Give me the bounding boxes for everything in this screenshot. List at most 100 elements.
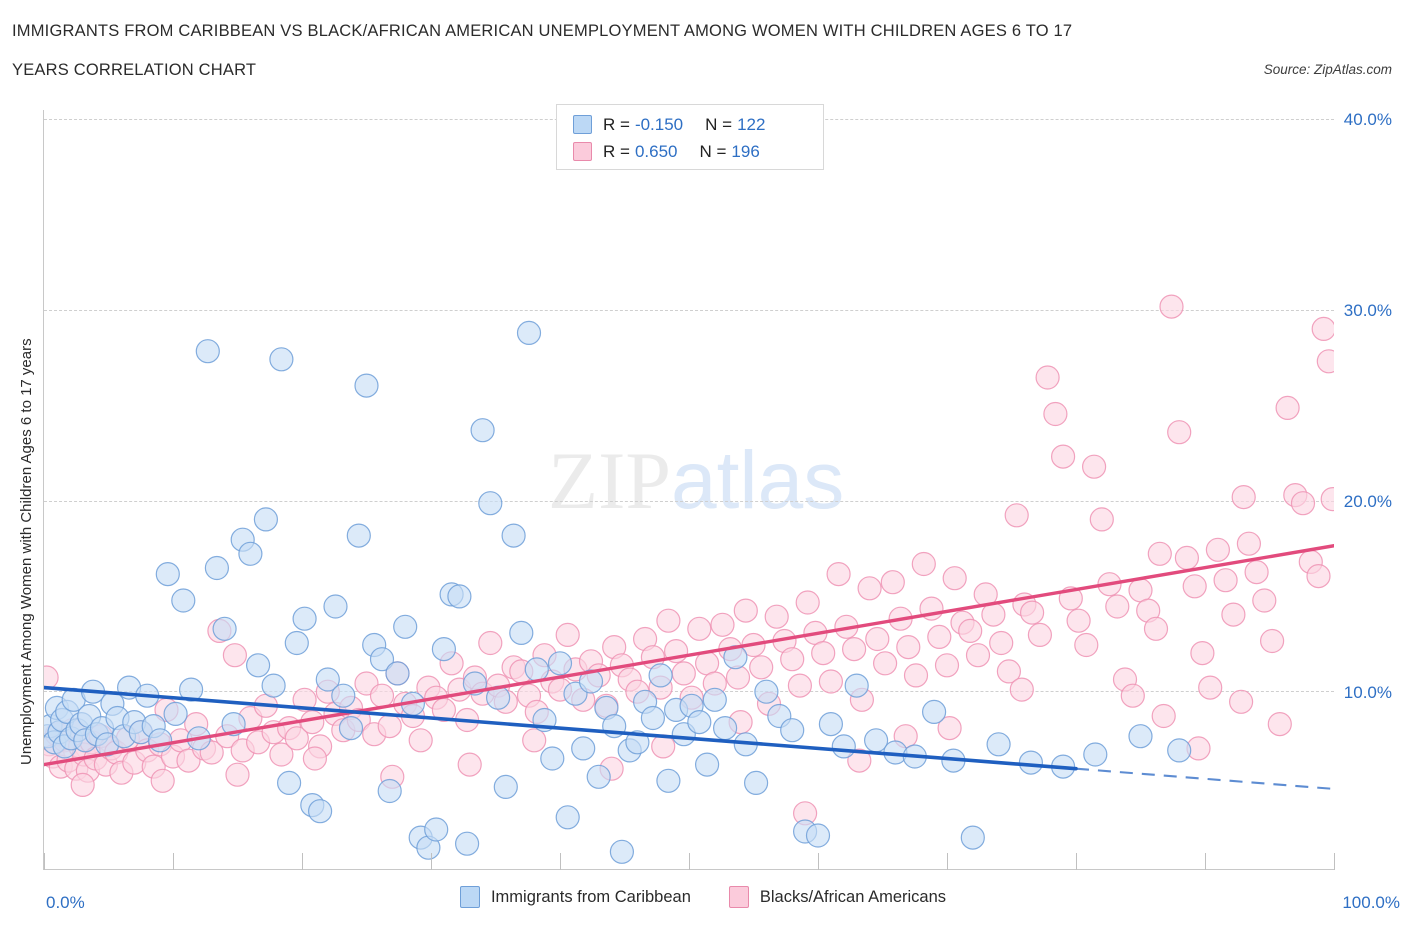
data-point: [787, 673, 813, 698]
legend-item-immigrants-from-caribbean[interactable]: Immigrants from Caribbean: [459, 886, 691, 908]
data-point: [1205, 537, 1231, 562]
data-point: [1198, 675, 1223, 700]
data-point: [516, 320, 542, 345]
data-point: [1174, 545, 1200, 570]
data-point: [261, 673, 286, 698]
data-point: [743, 770, 769, 796]
data-point: [1089, 507, 1114, 532]
x-axis-tick: [44, 853, 45, 870]
stats-row-blue: R = -0.150 N = 122: [573, 111, 813, 138]
data-point: [354, 373, 379, 398]
x-axis-tick: [947, 853, 948, 870]
data-point: [1316, 349, 1334, 374]
data-point: [225, 762, 250, 787]
legend-item-blacks-african-americans[interactable]: Blacks/African Americans: [728, 886, 947, 908]
data-point: [1167, 738, 1192, 763]
data-point: [1236, 531, 1262, 556]
data-point: [1244, 560, 1269, 585]
data-point: [710, 612, 735, 637]
data-point: [171, 588, 196, 613]
data-point: [857, 576, 882, 601]
data-point: [547, 651, 573, 676]
y-tick-label-10: 10.0%: [1343, 683, 1392, 702]
data-point: [795, 590, 820, 615]
data-point: [844, 673, 869, 698]
data-point: [277, 770, 302, 796]
data-point: [942, 566, 967, 591]
data-point: [1035, 365, 1060, 390]
data-point: [1275, 395, 1300, 420]
stats-n-value-pink: 196: [731, 141, 760, 161]
data-point: [896, 634, 921, 660]
stats-n-label-pink: N =: [699, 141, 727, 161]
data-point: [457, 752, 482, 777]
trendline-blue-projected: [1075, 767, 1334, 790]
data-point: [1018, 750, 1044, 775]
data-point: [1004, 503, 1029, 528]
data-point: [656, 768, 681, 793]
data-point: [1009, 677, 1034, 702]
data-point: [1128, 724, 1153, 749]
data-point: [818, 711, 844, 737]
data-point: [865, 626, 890, 652]
x-axis-tick: [689, 853, 690, 870]
stats-r-label-blue: R =: [603, 114, 630, 134]
data-point: [1221, 602, 1246, 627]
data-point: [163, 701, 188, 727]
x-axis-tick: [1205, 853, 1206, 870]
stats-r-label-pink: R =: [603, 141, 630, 161]
data-point: [331, 683, 356, 708]
x-axis-min-label: 0.0%: [46, 893, 85, 912]
data-point: [958, 618, 983, 644]
data-point: [455, 831, 480, 856]
data-point: [872, 651, 898, 676]
data-point: [1083, 742, 1108, 767]
y-axis-line: [43, 110, 44, 870]
data-point: [424, 817, 449, 842]
page-title-line-1: IMMIGRANTS FROM CARIBBEAN VS BLACK/AFRIC…: [12, 22, 1073, 40]
data-point: [780, 718, 805, 743]
data-point: [501, 523, 526, 548]
legend-swatch-blue-icon: [459, 886, 480, 908]
data-point: [346, 523, 371, 548]
data-point: [764, 604, 789, 629]
y-tick-label-30: 30.0%: [1343, 301, 1392, 320]
data-point: [292, 606, 317, 631]
data-point: [338, 715, 364, 741]
data-point: [369, 647, 395, 672]
x-axis-tick: [1334, 853, 1335, 870]
data-point: [1027, 622, 1053, 648]
data-point: [1306, 564, 1331, 589]
stats-n-label-blue: N =: [705, 114, 733, 134]
stats-row-pink: R = 0.650 N = 196: [573, 138, 813, 165]
data-point: [522, 728, 547, 753]
legend-label-pink: Blacks/African Americans: [759, 887, 947, 906]
data-point: [1159, 294, 1184, 319]
data-point: [284, 726, 309, 751]
x-axis-tick: [173, 853, 174, 870]
data-point: [555, 622, 580, 648]
data-point: [195, 339, 220, 364]
y-axis-title: Unemployment Among Women with Children A…: [18, 338, 35, 765]
x-axis-tick: [302, 853, 303, 870]
data-point: [927, 624, 952, 650]
data-point: [222, 643, 247, 668]
data-point: [880, 570, 905, 595]
series-points-blue: [44, 320, 1192, 864]
trendline-pink: [44, 544, 1334, 767]
data-point: [1050, 444, 1076, 469]
data-point: [1074, 632, 1099, 658]
data-point: [377, 778, 402, 804]
data-point: [1290, 491, 1316, 516]
data-point: [524, 657, 549, 682]
data-point: [831, 734, 856, 759]
data-point: [687, 616, 712, 641]
data-point: [1231, 485, 1256, 510]
data-point: [694, 752, 720, 777]
stats-r-value-blue: -0.150: [634, 114, 684, 134]
data-point: [302, 746, 327, 771]
data-point: [1167, 420, 1192, 445]
data-point: [841, 636, 867, 662]
x-axis-max-label: 100.0%: [1342, 893, 1400, 912]
